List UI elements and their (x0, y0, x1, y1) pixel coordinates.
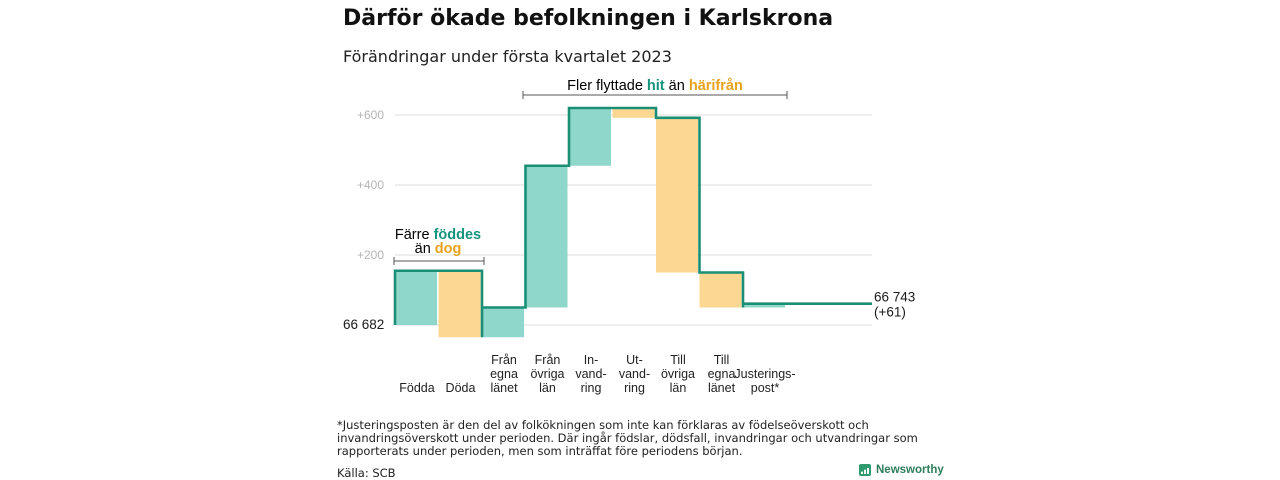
bar (395, 270, 437, 325)
category-label-line: Döda (446, 381, 476, 395)
annotation-text: än (669, 78, 685, 94)
category-label-line: län (539, 381, 556, 395)
category-label-line: egna (708, 367, 736, 381)
annotation-text: än (415, 241, 431, 257)
chart-subtitle: Förändringar under första kvartalet 2023 (343, 47, 672, 66)
category-label-line: Justerings- (734, 367, 795, 381)
category-label-line: Ut- (626, 353, 643, 367)
bar (699, 272, 742, 308)
bar (656, 117, 698, 273)
footnote: *Justeringsposten är den del av folkökni… (337, 418, 918, 458)
category-label-line: vand- (575, 367, 606, 381)
bar (482, 307, 524, 338)
y-tick-label: +600 (357, 108, 384, 122)
annotation-highlight: hit (647, 78, 665, 94)
bars (395, 108, 785, 338)
category-label-line: ring (581, 381, 602, 395)
annotation-highlight: dog (435, 241, 462, 257)
svg-text:Fler flyttade hit: Fler flyttade hit än härifrån (567, 78, 743, 94)
end-total-label: 66 743 (+61) (874, 290, 915, 320)
category-label: Från övriga län (530, 353, 564, 395)
category-label-line: Födda (399, 381, 434, 395)
category-label-line: post* (751, 381, 780, 395)
category-label: Till egna länet (708, 353, 736, 395)
category-label: Födda (399, 381, 434, 395)
category-label-line: Till (714, 353, 730, 367)
y-tick-label: +400 (357, 178, 384, 192)
step-line (393, 106, 872, 338)
annotation-text: Fler flyttade (567, 78, 643, 94)
category-label-line: övriga (661, 367, 695, 381)
cumulative-step-line (393, 106, 872, 338)
category-label-line: länet (490, 381, 518, 395)
svg-text:än dog: än dog (415, 241, 462, 257)
annotation-migration: Fler flyttade hit än härifrån (522, 78, 788, 99)
bar (612, 108, 655, 118)
gridlines: +200 +400 +600 (357, 108, 872, 326)
svg-text:Färre föddes: Färre föddes (395, 227, 481, 243)
bar (525, 165, 568, 308)
category-label-line: Från (491, 353, 517, 367)
category-label: Till övriga län (661, 353, 695, 395)
annotation-highlight: föddes (434, 227, 482, 243)
category-label: Döda (446, 381, 476, 395)
category-label-line: länet (708, 381, 736, 395)
category-label-line: ring (624, 381, 645, 395)
logo-text: Newsworthy (876, 464, 944, 476)
end-total-change: (+61) (874, 305, 906, 320)
chart-title: Därför ökade befolkningen i Karlskrona (343, 6, 834, 31)
category-label-line: övriga (530, 367, 564, 381)
bar-chart-icon (859, 464, 871, 476)
category-label: In-vand-ring (575, 353, 606, 395)
start-total-label: 66 682 (343, 317, 384, 332)
category-label-line: län (670, 381, 687, 395)
annotation-births-deaths: Färre föddes än dog (393, 227, 485, 265)
category-label: Från egna länet (490, 353, 518, 395)
end-total-value: 66 743 (874, 290, 915, 305)
category-label-line: vand- (619, 367, 650, 381)
category-label-line: Från (535, 353, 561, 367)
annotation-text: Färre (395, 227, 430, 243)
category-label-line: egna (490, 367, 518, 381)
bar (743, 303, 785, 308)
category-label: Ut-vand-ring (619, 353, 650, 395)
category-label-line: In- (584, 353, 599, 367)
annotation-highlight: härifrån (689, 78, 743, 94)
category-label: Justerings-post* (734, 367, 795, 395)
source-credit: Källa: SCB (337, 466, 396, 480)
category-label-line: Till (670, 353, 686, 367)
bar (569, 108, 611, 166)
bar (438, 270, 481, 338)
newsworthy-logo: Newsworthy (859, 464, 944, 476)
y-tick-label: +200 (357, 248, 384, 262)
